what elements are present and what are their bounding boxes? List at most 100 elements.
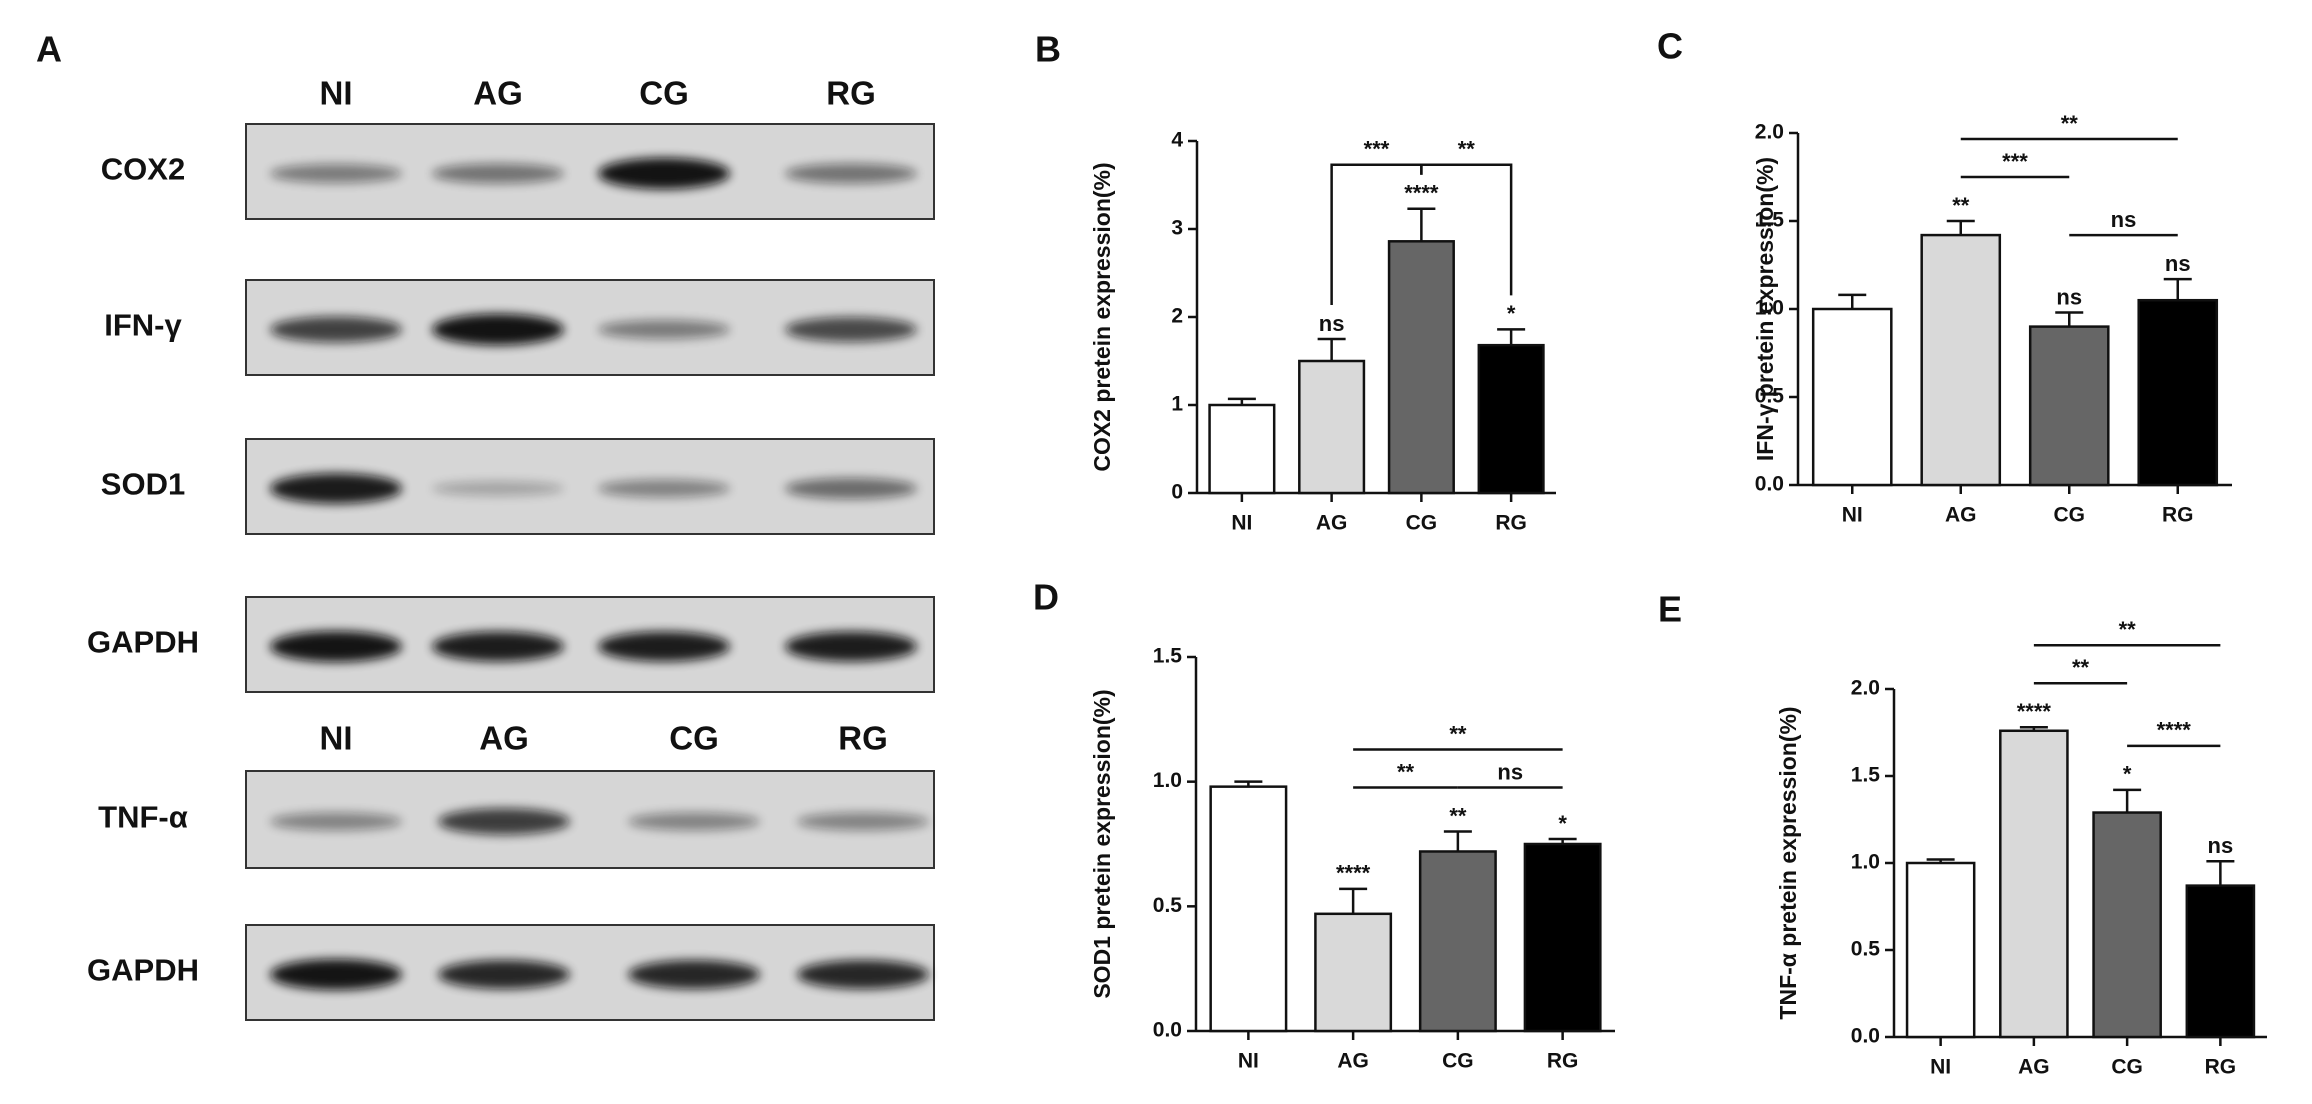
blot-band [438,960,570,989]
protein-label: TNF-α [98,800,188,835]
blot-band [785,317,917,342]
significance-label: ** [1458,137,1476,162]
blot-band [270,812,402,831]
lane-label: RG [826,75,876,112]
protein-label: SOD1 [101,467,185,502]
error-bar [2113,788,2142,813]
lane-label: AG [479,720,529,757]
significance-label: ns [2056,284,2082,309]
x-tick-label: RG [1495,512,1527,535]
significance-label: ** [1397,759,1415,784]
bar [1314,912,1393,1033]
blot-band [797,960,929,989]
error-bar [2019,726,2048,731]
x-tick-label: CG [1406,512,1438,535]
error-bar [1407,207,1436,242]
significance-label: *** [2002,149,2028,174]
blot-band [270,959,402,990]
blot-band [432,481,564,496]
x-tick-label: CG [2111,1056,2143,1079]
bar [1905,861,1976,1039]
y-tick-label: 1.5 [1851,764,1881,787]
bar [1999,729,2069,1039]
x-tick-label: NI [1930,1056,1951,1079]
y-axis-label: IFN-γ pretein expression(%) [1752,157,1778,461]
significance-label: ** [2061,111,2079,136]
y-axis-label: TNF-α pretein expression(%) [1775,706,1801,1019]
y-tick-label: 1.0 [1851,851,1880,874]
lane-label: RG [838,720,888,757]
blot-band [270,631,402,662]
blot-band [432,163,564,184]
blot-band [628,812,760,831]
x-tick-label: RG [1547,1050,1579,1073]
error-bar [1234,780,1263,787]
y-tick-label: 1.0 [1153,769,1182,792]
y-axis-label: COX2 pretein expression(%) [1089,162,1115,471]
significance-label: ns [2111,207,2137,232]
bar [1477,343,1545,495]
lane-label: NI [320,75,353,112]
significance-label: **** [1336,861,1371,886]
x-tick-label: RG [2162,504,2194,527]
blot-band [785,163,917,184]
error-bar [2163,277,2192,301]
blot-band [598,320,730,339]
y-tick-label: 1 [1171,393,1183,416]
lane-label: AG [473,75,523,112]
panel-label: D [1033,577,1059,618]
blot-band [628,960,760,989]
blot-band [785,631,917,662]
significance-label: **** [1404,181,1439,206]
lane-label: CG [669,720,719,757]
x-tick-label: NI [1238,1050,1259,1073]
y-tick-label: 0.0 [1153,1019,1182,1042]
blot-band [438,808,570,835]
bar [1418,850,1497,1033]
significance-bracket [1420,163,1513,296]
protein-label: IFN-γ [104,308,182,343]
significance-label: ns [1319,311,1345,336]
y-tick-label: 1.5 [1755,209,1785,232]
y-tick-label: 0.5 [1851,938,1881,961]
bar [1209,785,1288,1033]
lane-label: CG [639,75,689,112]
error-bar [1317,337,1346,361]
blot-band [785,478,917,499]
blot-band [797,812,929,831]
error-bar [2206,860,2235,886]
blot-band [598,631,730,662]
bar [1208,403,1276,495]
error-bar [1339,887,1368,914]
blot-band [598,479,730,498]
bar [2028,325,2110,487]
bar [2092,811,2162,1039]
significance-label: ns [1497,759,1523,784]
y-tick-label: 0.5 [1153,894,1183,917]
bar [2137,298,2219,487]
significance-label: * [2123,762,2132,787]
y-tick-label: 4 [1171,129,1183,152]
protein-label: GAPDH [87,953,199,988]
y-tick-label: 2.0 [1851,677,1880,700]
significance-label: ** [1952,193,1970,218]
y-tick-label: 2.0 [1755,121,1784,144]
x-tick-label: NI [1842,504,1863,527]
x-tick-label: AG [1316,512,1348,535]
y-tick-label: 0.0 [1755,473,1784,496]
blot-band [270,473,402,504]
significance-label: * [1558,811,1567,836]
blot-band [432,631,564,662]
blot-band [270,316,402,343]
bar [2185,884,2256,1039]
bar [1523,842,1602,1033]
error-bar [2055,311,2084,327]
significance-label: ** [2119,617,2137,642]
y-axis-label: SOD1 pretein expression(%) [1089,689,1115,998]
y-tick-label: 0 [1171,481,1183,504]
error-bar [1548,837,1577,844]
bar [1920,233,2002,487]
y-tick-label: 2 [1171,305,1183,328]
